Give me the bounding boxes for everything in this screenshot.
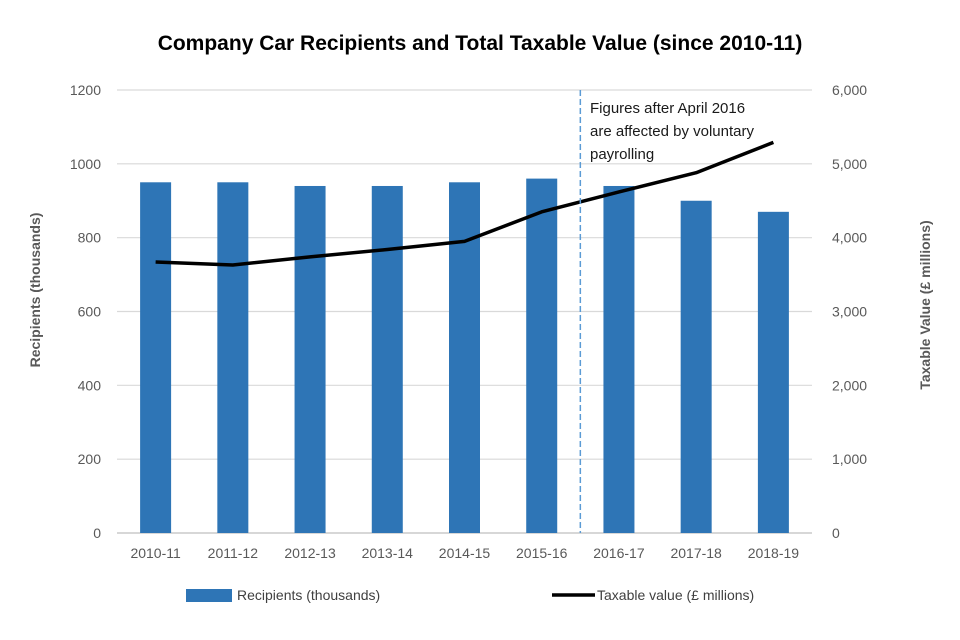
y-tick-label-left: 200 xyxy=(78,451,102,467)
x-tick-label: 2017-18 xyxy=(670,545,722,561)
x-tick-label: 2015-16 xyxy=(516,545,568,561)
y-tick-label-right: 3,000 xyxy=(832,304,867,320)
bar-2015-16 xyxy=(526,178,558,533)
y-axis-label-left: Recipients (thousands) xyxy=(27,213,43,368)
chart-title: Company Car Recipients and Total Taxable… xyxy=(158,32,803,55)
bar-2013-14 xyxy=(371,185,403,533)
y-axis-label-right: Taxable Value (£ millions) xyxy=(917,220,933,389)
y-tick-label-right: 4,000 xyxy=(832,230,867,246)
y-tick-label-left: 1200 xyxy=(70,82,101,98)
y-tick-label-right: 6,000 xyxy=(832,82,867,98)
x-tick-label: 2014-15 xyxy=(439,545,491,561)
annotation-line: are affected by voluntary xyxy=(590,123,754,140)
y-tick-label-right: 1,000 xyxy=(832,451,867,467)
bar-2011-12 xyxy=(217,182,249,533)
y-tick-label-left: 800 xyxy=(78,230,102,246)
y-tick-label-left: 400 xyxy=(78,377,102,393)
x-tick-label: 2013-14 xyxy=(362,545,414,561)
y-tick-label-left: 1000 xyxy=(70,156,101,172)
legend: Recipients (thousands) Taxable value (£ … xyxy=(186,587,754,603)
bar-2016-17 xyxy=(603,185,635,533)
x-tick-label: 2011-12 xyxy=(208,545,259,561)
annotation-line: payrolling xyxy=(590,146,654,163)
bar-2018-19 xyxy=(757,211,789,533)
y-tick-label-right: 0 xyxy=(832,525,840,541)
legend-label-recipients: Recipients (thousands) xyxy=(237,587,380,603)
y-tick-label-left: 600 xyxy=(78,304,102,320)
bar-2010-11 xyxy=(140,182,172,533)
x-tick-label: 2016-17 xyxy=(593,545,645,561)
bar-2012-13 xyxy=(294,185,326,533)
bar-2014-15 xyxy=(449,182,480,533)
annotation-line: Figures after April 2016 xyxy=(590,100,745,117)
bar-2017-18 xyxy=(680,200,712,533)
legend-swatch-recipients xyxy=(186,589,232,602)
x-tick-label: 2010-11 xyxy=(130,545,181,561)
x-tick-label: 2012-13 xyxy=(284,545,336,561)
y-tick-label-left: 0 xyxy=(93,525,101,541)
x-tick-label: 2018-19 xyxy=(748,545,800,561)
legend-label-taxable-value: Taxable value (£ millions) xyxy=(597,587,754,603)
y-tick-label-right: 2,000 xyxy=(832,377,867,393)
y-tick-label-right: 5,000 xyxy=(832,156,867,172)
